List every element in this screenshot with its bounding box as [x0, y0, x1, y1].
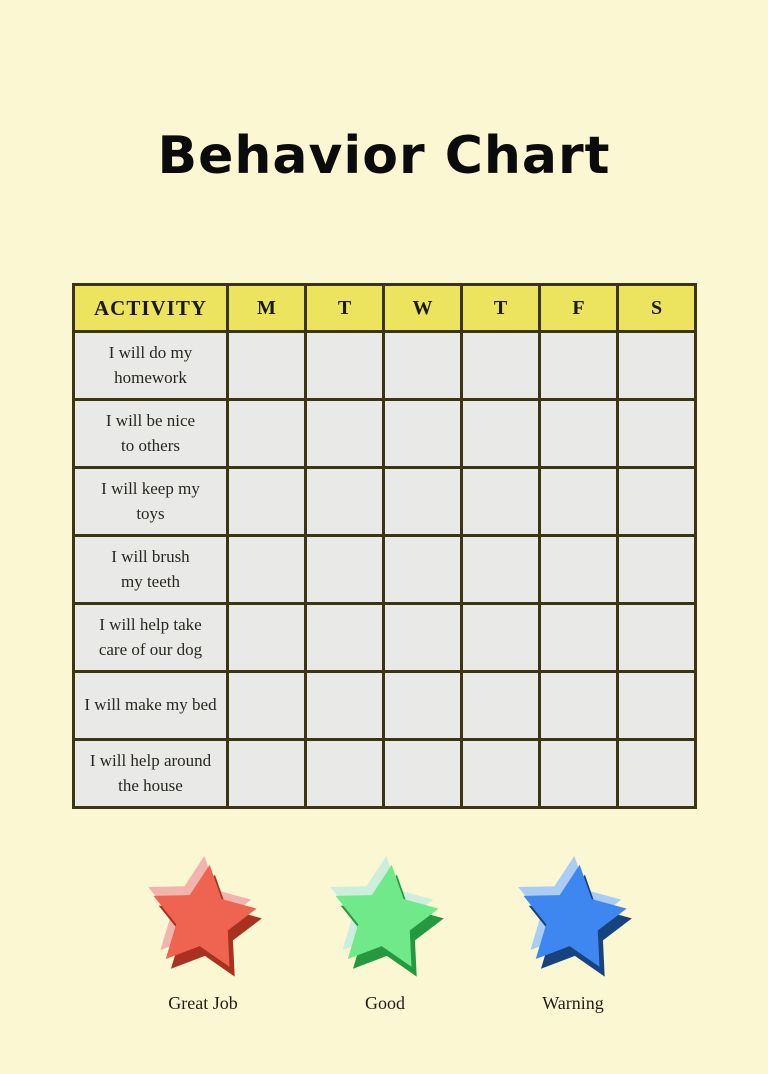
- day-cell: [460, 330, 541, 401]
- day-cell: [538, 466, 619, 537]
- column-header-activity: ACTIVITY: [72, 283, 229, 333]
- day-cell: [616, 534, 697, 605]
- day-cell: [616, 602, 697, 673]
- day-cell: [538, 330, 619, 401]
- table-row: I will help take care of our dog: [72, 602, 697, 673]
- activity-label: I will help around the house: [72, 738, 229, 809]
- table-row: I will brush my teeth: [72, 534, 697, 605]
- page-title: Behavior Chart: [157, 126, 611, 186]
- activity-label: I will make my bed: [72, 670, 229, 741]
- behavior-table: ACTIVITY M T W T F S I will do my homewo…: [72, 283, 697, 809]
- day-cell: [616, 466, 697, 537]
- day-cell: [382, 670, 463, 741]
- day-cell: [460, 670, 541, 741]
- day-cell: [538, 398, 619, 469]
- day-cell: [616, 398, 697, 469]
- day-cell: [460, 534, 541, 605]
- day-cell: [382, 466, 463, 537]
- day-cell: [226, 330, 307, 401]
- legend-label-warning: Warning: [542, 993, 604, 1013]
- day-cell: [460, 738, 541, 809]
- legend-item-warning: Warning: [488, 848, 658, 1014]
- day-cell: [382, 602, 463, 673]
- legend-item-good: Good: [300, 848, 470, 1014]
- activity-label: I will brush my teeth: [72, 534, 229, 605]
- day-cell: [226, 602, 307, 673]
- activity-label: I will keep my toys: [72, 466, 229, 537]
- day-cell: [616, 738, 697, 809]
- day-cell: [460, 602, 541, 673]
- day-cell: [382, 330, 463, 401]
- header-row: ACTIVITY M T W T F S: [72, 283, 697, 333]
- day-cell: [460, 398, 541, 469]
- day-cell: [304, 738, 385, 809]
- table-row: I will do my homework: [72, 330, 697, 401]
- column-header-thursday: T: [460, 283, 541, 333]
- day-cell: [304, 534, 385, 605]
- day-cell: [616, 330, 697, 401]
- activity-label: I will help take care of our dog: [72, 602, 229, 673]
- column-header-monday: M: [226, 283, 307, 333]
- day-cell: [538, 602, 619, 673]
- day-cell: [304, 602, 385, 673]
- activity-label: I will do my homework: [72, 330, 229, 401]
- column-header-wednesday: W: [382, 283, 463, 333]
- day-cell: [226, 534, 307, 605]
- day-cell: [304, 398, 385, 469]
- day-cell: [460, 466, 541, 537]
- legend-label-great-job: Great Job: [168, 993, 238, 1013]
- day-cell: [382, 534, 463, 605]
- blue-star-icon: [518, 855, 632, 977]
- day-cell: [538, 738, 619, 809]
- red-star-icon: [148, 855, 262, 977]
- day-cell: [616, 670, 697, 741]
- day-cell: [226, 670, 307, 741]
- legend-item-great-job: Great Job: [118, 848, 288, 1014]
- table-row: I will make my bed: [72, 670, 697, 741]
- legend-label-good: Good: [365, 993, 405, 1013]
- column-header-tuesday: T: [304, 283, 385, 333]
- activity-label: I will be nice to others: [72, 398, 229, 469]
- column-header-friday: F: [538, 283, 619, 333]
- column-header-saturday: S: [616, 283, 697, 333]
- green-star-icon: [330, 855, 444, 977]
- table-row: I will be nice to others: [72, 398, 697, 469]
- day-cell: [304, 466, 385, 537]
- day-cell: [304, 330, 385, 401]
- day-cell: [226, 398, 307, 469]
- table-row: I will keep my toys: [72, 466, 697, 537]
- day-cell: [226, 738, 307, 809]
- day-cell: [382, 398, 463, 469]
- day-cell: [226, 466, 307, 537]
- day-cell: [538, 534, 619, 605]
- day-cell: [304, 670, 385, 741]
- day-cell: [538, 670, 619, 741]
- day-cell: [382, 738, 463, 809]
- table-row: I will help around the house: [72, 738, 697, 809]
